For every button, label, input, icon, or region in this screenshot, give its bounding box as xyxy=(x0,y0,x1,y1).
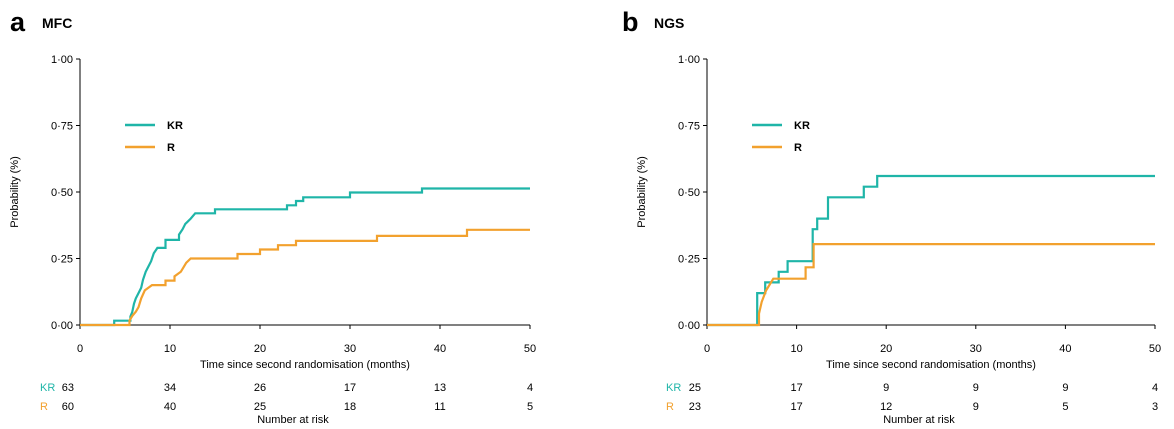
y-tick-label: 0·50 xyxy=(678,187,700,199)
risk-row-label-kr: KR xyxy=(666,382,681,394)
legend-label-kr: KR xyxy=(794,120,810,132)
panel-letter: a xyxy=(10,7,26,37)
series-line-r xyxy=(707,243,1155,327)
y-tick-label: 0·00 xyxy=(51,320,73,332)
x-axis-label: Time since second randomisation (months) xyxy=(200,359,410,371)
x-tick-label: 50 xyxy=(1149,343,1161,355)
legend-label-r: R xyxy=(167,142,175,154)
risk-value: 40 xyxy=(164,401,176,413)
risk-table-title: Number at risk xyxy=(883,414,955,426)
risk-value: 60 xyxy=(62,401,74,413)
series-line-r xyxy=(80,228,530,327)
y-tick-label: 0·75 xyxy=(678,121,700,133)
risk-value: 3 xyxy=(1152,401,1158,413)
y-tick-label: 0·50 xyxy=(51,187,73,199)
risk-value: 9 xyxy=(883,382,889,394)
risk-value: 9 xyxy=(973,401,979,413)
risk-value: 4 xyxy=(527,382,533,394)
legend-label-r: R xyxy=(794,142,802,154)
y-axis-label: Probability (%) xyxy=(636,156,648,228)
x-tick-label: 40 xyxy=(1059,343,1071,355)
y-tick-label: 1·00 xyxy=(51,54,73,66)
x-tick-label: 50 xyxy=(524,343,536,355)
risk-value: 25 xyxy=(689,382,701,394)
risk-table-title: Number at risk xyxy=(257,414,329,426)
x-tick-label: 0 xyxy=(704,343,710,355)
y-tick-label: 0·25 xyxy=(51,254,73,266)
x-tick-label: 0 xyxy=(77,343,83,355)
x-axis-label: Time since second randomisation (months) xyxy=(826,359,1036,371)
x-tick-label: 20 xyxy=(254,343,266,355)
chart-panel-a: a MFC 0·00 0·25 0·50 0·75 1·00 0 10 20 30 40 50 Time … xyxy=(9,7,536,426)
risk-value: 26 xyxy=(254,382,266,394)
chart-panel-b: b NGS 0·00 0·25 0·50 0·75 1·00 0 10 20 30 40 50 Time … xyxy=(622,7,1161,426)
risk-value: 63 xyxy=(62,382,74,394)
series-line-kr xyxy=(80,187,530,327)
risk-value: 9 xyxy=(973,382,979,394)
risk-value: 23 xyxy=(689,401,701,413)
risk-value: 18 xyxy=(344,401,356,413)
risk-value: 5 xyxy=(1062,401,1068,413)
y-tick-label: 0·00 xyxy=(678,320,700,332)
x-tick-label: 30 xyxy=(344,343,356,355)
y-axis-label: Probability (%) xyxy=(9,156,21,228)
x-tick-label: 10 xyxy=(164,343,176,355)
risk-row-label-kr: KR xyxy=(40,382,55,394)
risk-value: 12 xyxy=(880,401,892,413)
x-tick-label: 30 xyxy=(970,343,982,355)
x-tick-label: 40 xyxy=(434,343,446,355)
risk-value: 5 xyxy=(527,401,533,413)
y-tick-label: 0·25 xyxy=(678,254,700,266)
panel-letter: b xyxy=(622,7,639,37)
x-tick-label: 20 xyxy=(880,343,892,355)
panel-title: NGS xyxy=(654,15,684,31)
x-tick-label: 10 xyxy=(790,343,802,355)
y-tick-label: 0·75 xyxy=(51,121,73,133)
risk-value: 9 xyxy=(1062,382,1068,394)
risk-value: 11 xyxy=(434,401,445,413)
risk-value: 34 xyxy=(164,382,176,394)
risk-value: 13 xyxy=(434,382,446,394)
risk-row-label-r: R xyxy=(666,401,674,413)
risk-value: 25 xyxy=(254,401,266,413)
risk-value: 17 xyxy=(790,401,802,413)
risk-value: 17 xyxy=(790,382,802,394)
risk-value: 17 xyxy=(344,382,356,394)
y-tick-label: 1·00 xyxy=(678,54,700,66)
series-line-kr xyxy=(707,174,1155,327)
risk-row-label-r: R xyxy=(40,401,48,413)
risk-value: 4 xyxy=(1152,382,1158,394)
panel-title: MFC xyxy=(42,15,72,31)
legend-label-kr: KR xyxy=(167,120,183,132)
